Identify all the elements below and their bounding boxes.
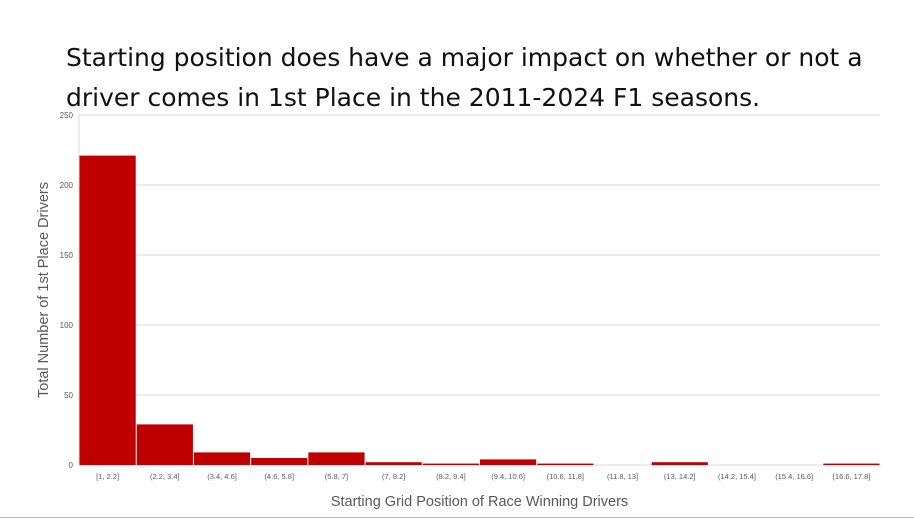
bar [537, 463, 594, 465]
y-tick-label: 150 [60, 251, 74, 260]
slide-bottom-rule [0, 517, 914, 518]
x-tick-label: (9.4, 10.6] [491, 472, 525, 481]
x-axis-label: Starting Grid Position of Race Winning D… [331, 494, 628, 510]
bars [79, 155, 880, 465]
x-tick-label: (11.8, 13] [607, 472, 638, 481]
bar [422, 463, 479, 465]
bar [308, 452, 365, 465]
bar [823, 463, 880, 465]
y-tick-label: 200 [60, 181, 74, 190]
x-tick-label: (8.2, 9.4] [436, 472, 466, 481]
x-tick-label: (2.2, 3.4] [150, 472, 180, 481]
bar [136, 424, 193, 465]
gridlines [79, 114, 880, 466]
bar [193, 452, 251, 465]
x-tick-label: (7, 8.2] [382, 472, 405, 481]
x-tick-label: (4.6, 5.8] [264, 472, 294, 481]
slide-title: Starting position does have a major impa… [66, 43, 863, 112]
y-tick-label: 0 [69, 461, 74, 470]
y-tick-label: 250 [60, 111, 74, 120]
bar [651, 462, 708, 465]
x-tick-label: (10.6, 11.8] [547, 472, 584, 481]
x-tick-label: (16.6, 17.8] [832, 472, 870, 481]
y-tick-label: 100 [60, 321, 74, 330]
x-axis-ticks: [1, 2.2] (2.2, 3.4] (3.4, 4.6] (4.6, 5.8] (5… [96, 472, 870, 481]
bar [480, 459, 537, 465]
x-tick-label: (15.4, 16.6] [775, 472, 813, 481]
y-axis-ticks: 0 50 100 150 200 250 [60, 111, 74, 470]
x-tick-label: (13, 14.2] [664, 472, 696, 481]
y-tick-label: 50 [64, 391, 73, 400]
bar [79, 155, 136, 465]
x-tick-label: [1, 2.2] [96, 472, 119, 481]
x-tick-label: (14.2, 15.4] [718, 472, 756, 481]
bar [365, 462, 422, 465]
x-tick-label: (3.4, 4.6] [207, 472, 237, 481]
bar [251, 458, 308, 465]
x-tick-label: (5.8, 7] [325, 472, 348, 481]
y-axis-label: Total Number of 1st Place Drivers [36, 182, 52, 398]
